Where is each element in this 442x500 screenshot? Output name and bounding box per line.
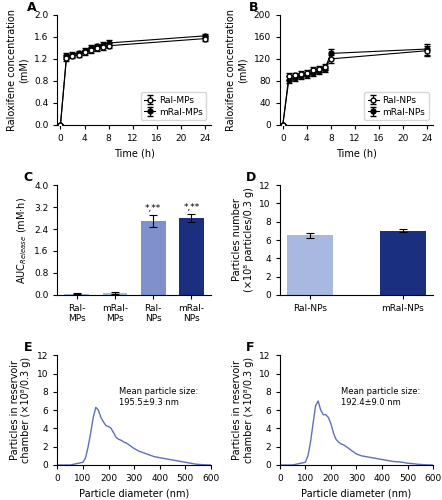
Y-axis label: Particles in reservoir
chamber (×10⁸/0.3 g): Particles in reservoir chamber (×10⁸/0.3… — [232, 357, 254, 463]
Text: D: D — [246, 170, 256, 183]
Bar — [380, 231, 426, 295]
Text: Mean particle size:
195.5±9.3 nm: Mean particle size: 195.5±9.3 nm — [119, 388, 198, 406]
Bar — [287, 236, 333, 295]
Text: B: B — [249, 0, 259, 14]
Bar — [141, 222, 166, 295]
X-axis label: Time (h): Time (h) — [114, 148, 155, 158]
X-axis label: Particle diameter (nm): Particle diameter (nm) — [301, 488, 412, 498]
Y-axis label: Raloxifene concentration
(mM): Raloxifene concentration (mM) — [226, 9, 248, 131]
Y-axis label: Raloxifene concentration
(mM): Raloxifene concentration (mM) — [7, 9, 28, 131]
Text: *,**: *,** — [183, 202, 199, 211]
Y-axis label: Particles number
(×10⁸ particles/0.3 g): Particles number (×10⁸ particles/0.3 g) — [232, 188, 254, 292]
Y-axis label: AUC$_{Release}$ (mM·h): AUC$_{Release}$ (mM·h) — [15, 196, 28, 284]
Text: C: C — [24, 170, 33, 183]
Text: E: E — [24, 341, 32, 354]
Text: F: F — [246, 341, 255, 354]
X-axis label: Particle diameter (nm): Particle diameter (nm) — [79, 488, 189, 498]
Y-axis label: Particles in reservoir
chamber (×10⁸/0.3 g): Particles in reservoir chamber (×10⁸/0.3… — [10, 357, 31, 463]
Legend: Ral-MPs, mRal-MPs: Ral-MPs, mRal-MPs — [141, 92, 206, 120]
Bar — [103, 293, 127, 295]
Bar — [65, 294, 89, 295]
Text: *,**: *,** — [145, 204, 161, 212]
Text: A: A — [27, 0, 36, 14]
Text: Mean particle size:
192.4±9.0 nm: Mean particle size: 192.4±9.0 nm — [341, 388, 420, 406]
Bar — [179, 218, 204, 295]
X-axis label: Time (h): Time (h) — [336, 148, 377, 158]
Legend: Ral-NPs, mRal-NPs: Ral-NPs, mRal-NPs — [364, 92, 429, 120]
